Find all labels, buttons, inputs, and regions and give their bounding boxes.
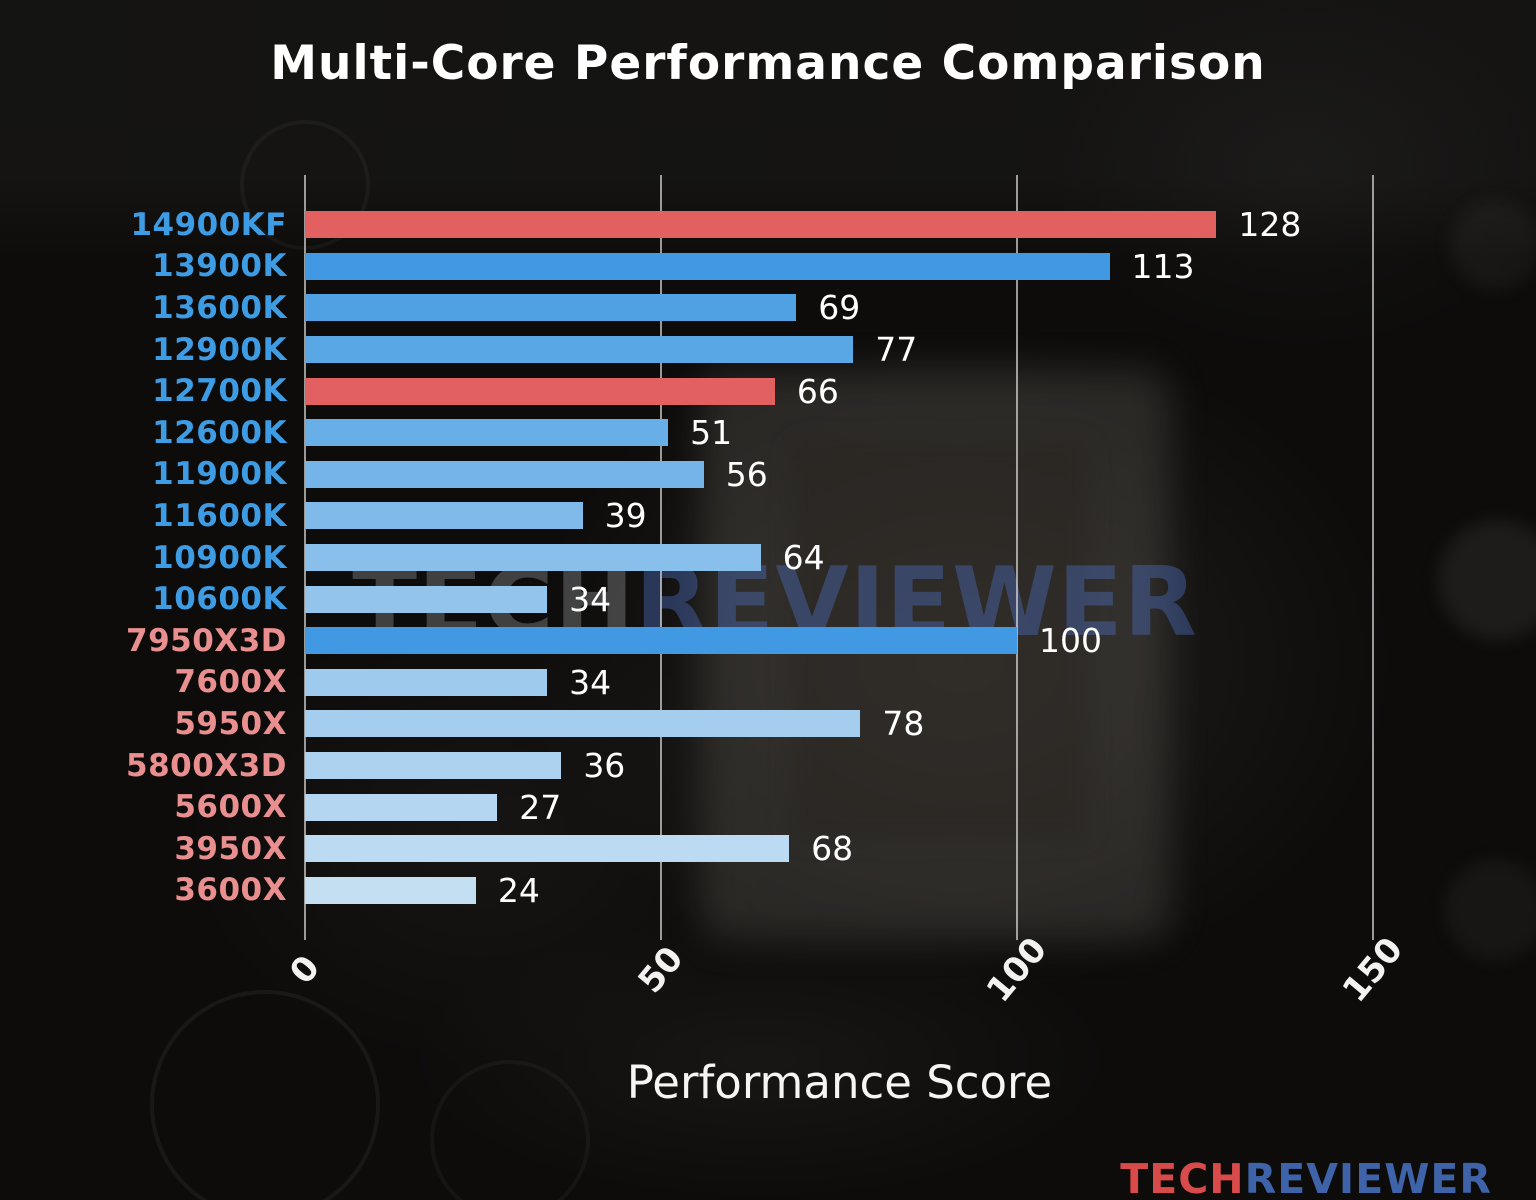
value-label: 27 [519, 787, 562, 827]
value-label: 66 [796, 371, 839, 411]
chart-row: 13900K 113 [0, 246, 1536, 288]
category-label: 7950X3D [126, 622, 287, 659]
category-label: 12700K [152, 373, 287, 410]
category-label: 13900K [152, 248, 287, 285]
chart-row: 12900K 77 [0, 329, 1536, 371]
bar [305, 876, 476, 904]
chart-row: 5800X3D 36 [0, 745, 1536, 787]
chart-row: 12600K 51 [0, 412, 1536, 454]
chart-row: 11600K 39 [0, 495, 1536, 537]
value-label: 113 [1131, 246, 1195, 286]
bar [305, 627, 1017, 655]
chart-row: 5950X 78 [0, 703, 1536, 745]
chart-row: 13600K 69 [0, 287, 1536, 329]
bar [305, 835, 790, 863]
bar [305, 752, 562, 780]
x-tick-label: 150 [1334, 929, 1412, 1011]
chart-row: 3600X 24 [0, 870, 1536, 912]
category-label: 12900K [152, 331, 287, 368]
brand-logo: TECHREVIEWER [1120, 1155, 1492, 1200]
background-capacitor [1450, 200, 1536, 290]
background-ring [150, 990, 380, 1200]
value-label: 34 [569, 579, 612, 619]
bar [305, 502, 583, 530]
category-label: 11600K [152, 497, 287, 534]
value-label: 34 [569, 662, 612, 702]
value-label: 36 [583, 746, 626, 786]
category-label: 13600K [152, 289, 287, 326]
chart-row: 12700K 66 [0, 370, 1536, 412]
x-tick-label: 0 [282, 948, 328, 992]
brand-logo-reviewer: REVIEWER [1244, 1155, 1492, 1200]
bar [305, 544, 761, 572]
bar [305, 336, 854, 364]
grid-line [1016, 175, 1018, 940]
chart-row: 5600X 27 [0, 786, 1536, 828]
bar [305, 585, 548, 613]
bar [305, 668, 548, 696]
bar [305, 252, 1110, 280]
value-label: 51 [690, 413, 733, 453]
value-label: 128 [1238, 205, 1302, 245]
category-label: 14900KF [130, 206, 287, 243]
brand-logo-tech: TECH [1120, 1155, 1245, 1200]
category-label: 5600X [174, 789, 287, 826]
value-label: 77 [875, 330, 918, 370]
background-capacitor [1438, 520, 1536, 640]
value-label: 39 [604, 496, 647, 536]
value-label: 100 [1039, 621, 1102, 661]
chart-row: 10900K 64 [0, 537, 1536, 579]
category-label: 10600K [152, 581, 287, 618]
chart-row: 7600X 34 [0, 662, 1536, 704]
bar [305, 211, 1217, 239]
chart-row: 10600K 34 [0, 578, 1536, 620]
bar [305, 294, 797, 322]
x-tick-label: 50 [630, 939, 692, 1001]
category-label: 3950X [174, 830, 287, 867]
category-label: 12600K [152, 414, 287, 451]
bar [305, 460, 704, 488]
value-label: 64 [782, 538, 825, 578]
background-capacitor [1445, 860, 1536, 960]
chart-row: 7950X3D 100 [0, 620, 1536, 662]
bar [305, 793, 498, 821]
bar [305, 710, 861, 738]
x-tick-label: 100 [978, 929, 1056, 1011]
category-label: 5800X3D [126, 747, 287, 784]
grid-line [1372, 175, 1374, 940]
value-label: 24 [497, 870, 540, 910]
background-ring [430, 1060, 590, 1200]
category-label: 7600X [174, 664, 287, 701]
category-label: 11900K [152, 456, 287, 493]
bar [305, 419, 669, 447]
value-label: 68 [811, 829, 854, 869]
value-label: 78 [882, 704, 925, 744]
plot-rows: 14900KF 128 13900K 113 13600K 69 12900K 77 12700… [0, 204, 1536, 911]
chart-row: 3950X 68 [0, 828, 1536, 870]
value-label: 56 [725, 454, 768, 494]
category-label: 5950X [174, 705, 287, 742]
x-axis-label: Performance Score [626, 1056, 1053, 1109]
chart-row: 11900K 56 [0, 454, 1536, 496]
bar [305, 377, 775, 405]
chart-title: Multi-Core Performance Comparison [270, 36, 1266, 91]
category-label: 3600X [174, 872, 287, 909]
value-label: 69 [818, 288, 861, 328]
category-label: 10900K [152, 539, 287, 576]
chart-row: 14900KF 128 [0, 204, 1536, 246]
